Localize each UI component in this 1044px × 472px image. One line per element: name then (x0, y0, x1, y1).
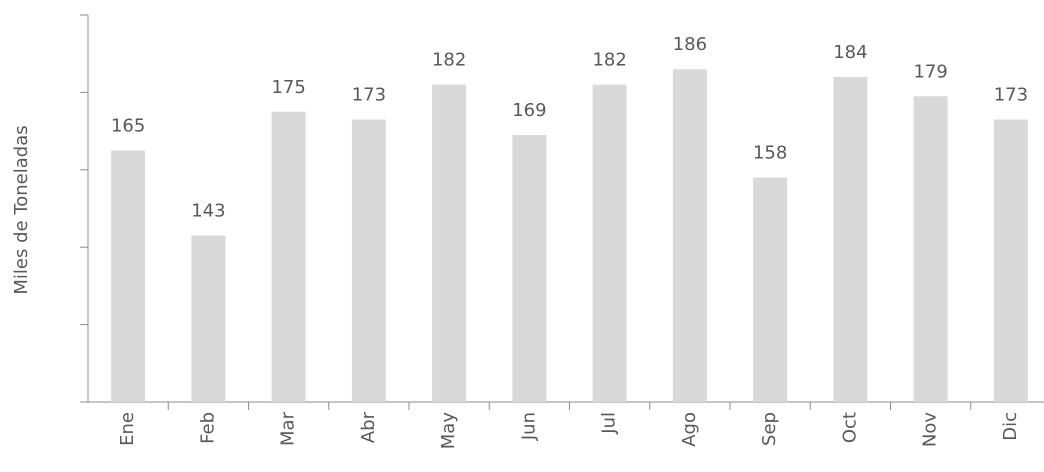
bar (592, 84, 627, 402)
x-tick-label: May (438, 412, 459, 450)
bar (833, 76, 868, 403)
bar (271, 111, 306, 402)
x-tick-label: Ago (679, 412, 700, 447)
bar (432, 84, 467, 402)
x-tick-label: Dic (1000, 412, 1021, 441)
data-label: 186 (673, 34, 707, 55)
data-label: 158 (753, 143, 787, 164)
data-label: 182 (432, 50, 466, 71)
x-tick-label: Sep (759, 412, 780, 446)
data-label: 182 (592, 50, 626, 71)
bar (913, 96, 948, 403)
data-label: 175 (271, 77, 305, 98)
data-label: 165 (111, 115, 145, 136)
x-tick-label: Feb (197, 412, 218, 444)
data-label: 169 (512, 100, 546, 121)
bar (753, 177, 788, 402)
data-label: 179 (913, 61, 947, 82)
bar (512, 134, 547, 402)
bar (993, 119, 1028, 403)
x-tick-label: Mar (278, 411, 299, 446)
x-tick-label: Ene (117, 412, 138, 446)
x-tick-label: Oct (839, 412, 860, 443)
data-label: 143 (191, 201, 225, 222)
bar (191, 235, 226, 402)
x-tick-label: Nov (920, 412, 941, 447)
bar (351, 119, 386, 403)
bar (111, 150, 146, 402)
x-tick-label: Abr (358, 411, 379, 443)
data-label: 184 (833, 42, 867, 63)
data-label: 173 (994, 84, 1028, 105)
y-axis-label: Miles de Toneladas (11, 125, 32, 294)
bar (672, 69, 707, 403)
x-tick-label: Jun (518, 412, 539, 441)
data-label: 173 (352, 84, 386, 105)
x-tick-label: Jul (599, 412, 620, 435)
